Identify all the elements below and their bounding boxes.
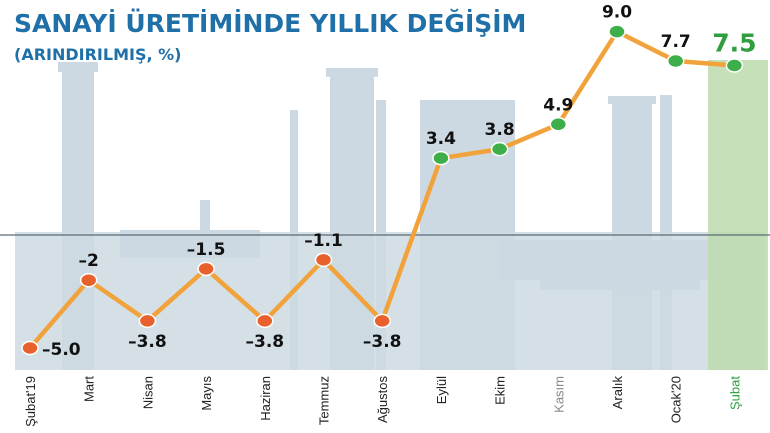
data-point: [138, 313, 157, 329]
data-label: 7.7: [661, 32, 691, 52]
x-tick-label: Aralık: [610, 376, 625, 410]
chart-subtitle: (ARINDIRILMIŞ, %): [14, 45, 181, 64]
series-group: –5.0 –2 –3.8 –1.5 –3.8 –1.1 –3.8 3.4 3.8 4.9 9.0 7.…: [21, 3, 757, 360]
x-tick-label: Şubat'19: [23, 376, 38, 427]
x-tick-label: Kasım: [551, 376, 566, 413]
data-label: –3.8: [245, 332, 284, 352]
factory-silhouette-background: [15, 62, 765, 370]
data-point: [21, 340, 39, 356]
data-label: 3.4: [426, 129, 456, 149]
data-point: [490, 141, 509, 157]
data-label: –2: [79, 251, 99, 271]
data-point: [432, 150, 450, 166]
data-point: [725, 58, 744, 73]
chart-title: SANAYİ ÜRETİMİNDE YILLIK DEĞİŞİM: [14, 8, 526, 38]
data-point: [314, 252, 333, 268]
data-label: 4.9: [543, 95, 573, 115]
data-point: [666, 53, 685, 69]
x-tick-label: Eylül: [434, 376, 449, 404]
data-point: [79, 272, 98, 288]
x-tick-label: Ocak'20: [669, 376, 684, 423]
x-tick-label: Mayıs: [199, 376, 214, 411]
data-label: –5.0: [42, 340, 81, 360]
data-label: 3.8: [485, 120, 515, 140]
data-label: 7.5: [712, 29, 756, 58]
x-tick-label: Mart: [82, 376, 97, 402]
x-tick-label: Ekim: [493, 376, 508, 405]
x-tick-label: Ağustos: [375, 376, 390, 423]
data-label: 9.0: [602, 3, 632, 23]
data-label: –3.8: [128, 332, 167, 352]
data-label: –3.8: [363, 332, 402, 352]
x-tick-label: Temmuz: [317, 376, 332, 425]
data-point: [373, 313, 391, 329]
highlight-band: [708, 60, 768, 370]
x-tick-label: Şubat: [727, 376, 742, 410]
data-point: [256, 313, 274, 329]
data-point: [608, 24, 626, 39]
data-point: [549, 117, 568, 132]
data-point: [197, 261, 215, 277]
x-axis-ticks: Şubat'19 Mart Nisan Mayıs Haziran Temmuz Ağust…: [23, 376, 742, 427]
data-label: –1.5: [187, 240, 226, 260]
x-tick-label: Nisan: [140, 376, 155, 409]
data-label: –1.1: [304, 231, 343, 251]
x-tick-label: Haziran: [258, 376, 273, 421]
